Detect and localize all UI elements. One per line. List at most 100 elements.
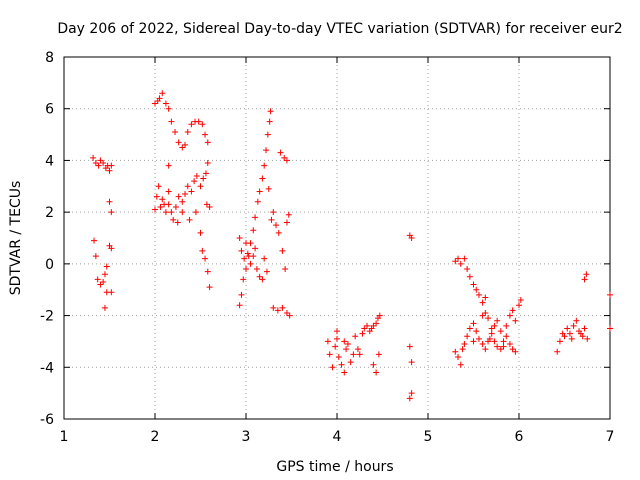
data-point bbox=[494, 343, 501, 350]
data-point bbox=[91, 237, 98, 244]
data-point bbox=[243, 266, 249, 273]
data-point bbox=[479, 299, 486, 306]
data-point bbox=[250, 253, 257, 260]
data-point bbox=[270, 209, 277, 216]
data-point bbox=[206, 284, 213, 291]
data-point bbox=[497, 346, 504, 353]
data-point bbox=[202, 131, 209, 138]
data-point bbox=[250, 227, 257, 234]
data-point bbox=[252, 214, 259, 221]
data-point bbox=[466, 325, 473, 332]
data-point bbox=[204, 139, 211, 146]
data-point bbox=[244, 250, 251, 257]
data-point bbox=[153, 193, 160, 200]
data-point bbox=[561, 333, 568, 340]
data-point bbox=[500, 343, 507, 350]
data-point bbox=[503, 322, 510, 329]
data-point bbox=[509, 307, 516, 314]
data-point bbox=[329, 364, 336, 371]
data-point bbox=[199, 121, 206, 128]
data-point bbox=[283, 157, 290, 164]
data-point bbox=[179, 198, 186, 205]
data-point bbox=[486, 335, 493, 342]
data-point bbox=[184, 128, 191, 135]
data-point bbox=[581, 325, 588, 332]
data-point bbox=[101, 304, 108, 311]
data-point bbox=[482, 294, 489, 301]
y-tick-label: -6 bbox=[40, 412, 54, 428]
data-point bbox=[577, 330, 584, 337]
data-point bbox=[455, 255, 462, 262]
data-point bbox=[370, 361, 377, 368]
data-point bbox=[464, 333, 471, 340]
data-point bbox=[197, 229, 204, 236]
data-point bbox=[238, 291, 245, 298]
data-point bbox=[268, 216, 275, 223]
data-point bbox=[452, 348, 459, 355]
data-point bbox=[464, 266, 471, 273]
data-point bbox=[356, 351, 363, 358]
x-tick-label: 6 bbox=[515, 429, 524, 445]
data-point bbox=[90, 154, 97, 161]
data-point bbox=[455, 353, 462, 360]
data-point bbox=[108, 209, 115, 216]
data-point bbox=[182, 191, 189, 198]
data-point bbox=[452, 258, 459, 265]
data-point bbox=[168, 118, 175, 125]
data-point bbox=[375, 351, 382, 358]
data-point bbox=[182, 141, 189, 148]
y-axis-label: SDTVAR / TECUs bbox=[8, 181, 24, 296]
data-point bbox=[564, 325, 571, 332]
data-point bbox=[270, 304, 277, 311]
data-point bbox=[247, 260, 254, 267]
data-point bbox=[475, 291, 482, 298]
data-point bbox=[259, 175, 266, 182]
data-point bbox=[361, 325, 368, 332]
data-point bbox=[254, 198, 261, 205]
x-tick-label: 5 bbox=[424, 429, 433, 445]
data-point bbox=[512, 317, 519, 324]
data-point bbox=[188, 121, 195, 128]
data-point bbox=[554, 348, 561, 355]
x-tick-label: 3 bbox=[242, 429, 251, 445]
data-point bbox=[192, 209, 199, 216]
data-point bbox=[568, 335, 575, 342]
data-point bbox=[240, 276, 247, 283]
data-point bbox=[152, 100, 158, 107]
data-point bbox=[204, 160, 211, 167]
data-point bbox=[457, 260, 464, 267]
data-point bbox=[512, 348, 519, 355]
data-point bbox=[506, 341, 513, 348]
data-point bbox=[488, 325, 495, 332]
data-point bbox=[459, 346, 466, 353]
data-point bbox=[184, 183, 191, 190]
data-point bbox=[256, 273, 263, 280]
data-point bbox=[286, 312, 293, 319]
data-point bbox=[573, 317, 580, 324]
data-point bbox=[406, 343, 413, 350]
data-point bbox=[503, 333, 510, 340]
data-point bbox=[195, 118, 202, 125]
data-point bbox=[159, 196, 166, 203]
data-point bbox=[253, 266, 260, 273]
data-point bbox=[199, 247, 206, 254]
data-point bbox=[152, 206, 158, 213]
data-point bbox=[103, 263, 110, 270]
data-point bbox=[408, 390, 415, 397]
data-point bbox=[172, 128, 179, 135]
data-point bbox=[470, 281, 477, 288]
data-point bbox=[204, 268, 211, 275]
data-point bbox=[108, 245, 115, 252]
data-point bbox=[191, 178, 198, 185]
data-point bbox=[470, 338, 477, 345]
data-point bbox=[252, 245, 259, 252]
data-point bbox=[334, 328, 340, 335]
data-point bbox=[259, 276, 266, 283]
data-point bbox=[343, 346, 350, 353]
data-point bbox=[243, 240, 249, 247]
data-point bbox=[352, 333, 359, 340]
data-point bbox=[241, 255, 248, 262]
data-point bbox=[607, 291, 613, 298]
data-point bbox=[94, 276, 101, 283]
